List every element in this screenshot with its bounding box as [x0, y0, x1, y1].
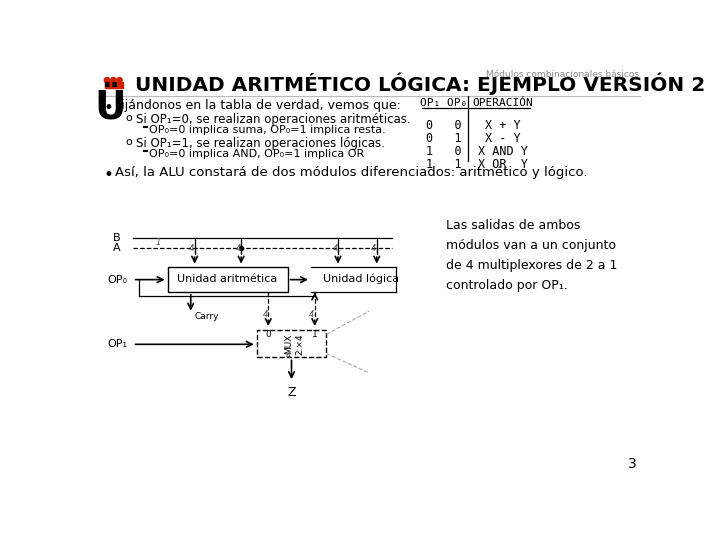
Text: 1   0: 1 0: [426, 145, 462, 158]
Text: 4: 4: [310, 310, 315, 319]
Text: Ü: Ü: [94, 90, 126, 127]
Text: •: •: [104, 166, 114, 184]
Text: 4: 4: [189, 245, 194, 253]
Bar: [104, 82, 123, 88]
Text: OP₀=0 implica suma, OP₀=1 implica resta.: OP₀=0 implica suma, OP₀=1 implica resta.: [149, 125, 386, 135]
Text: X + Y: X + Y: [485, 119, 521, 132]
Text: 3: 3: [629, 457, 637, 471]
Text: 4: 4: [286, 350, 292, 360]
Text: OP₀: OP₀: [107, 275, 127, 285]
Text: UNIDAD ARITMÉTICO LÓGICA: EJEMPLO VERSIÓN 2: UNIDAD ARITMÉTICO LÓGICA: EJEMPLO VERSIÓ…: [135, 72, 705, 95]
Text: o: o: [126, 137, 132, 147]
Text: 4: 4: [263, 310, 269, 319]
Text: OP₁: OP₁: [107, 339, 127, 349]
Text: X - Y: X - Y: [485, 132, 521, 145]
Text: 0: 0: [266, 330, 271, 339]
Text: Z: Z: [287, 386, 296, 399]
Text: OP₁ OP₀: OP₁ OP₀: [420, 98, 467, 108]
Circle shape: [104, 78, 109, 83]
Text: 0   1: 0 1: [426, 132, 462, 145]
Text: Unidad lógica: Unidad lógica: [323, 274, 400, 285]
Text: 0   0: 0 0: [426, 119, 462, 132]
Text: 4: 4: [372, 245, 377, 253]
Text: Módulos combinacionales básicos: Módulos combinacionales básicos: [486, 70, 639, 79]
Text: o: o: [126, 113, 132, 123]
Text: •: •: [104, 99, 114, 117]
Bar: [256, 330, 326, 357]
Text: OPERACIÓN: OPERACIÓN: [473, 98, 534, 108]
Circle shape: [111, 78, 116, 83]
Text: Si OP₁=0, se realizan operaciones aritméticas.: Si OP₁=0, se realizan operaciones aritmé…: [137, 113, 411, 126]
Text: 1   1: 1 1: [426, 158, 462, 171]
Text: X OR  Y: X OR Y: [478, 158, 528, 171]
Text: Así, la ALU constará de dos módulos diferenciados: aritmético y lógico.: Así, la ALU constará de dos módulos dife…: [114, 166, 588, 179]
Text: Unidad aritmética: Unidad aritmética: [177, 274, 277, 284]
Text: 4: 4: [333, 245, 338, 253]
Text: Carry: Carry: [194, 312, 219, 321]
Text: Fijándonos en la tabla de verdad, vemos que:: Fijándonos en la tabla de verdad, vemos …: [114, 99, 400, 112]
Text: MUX
2:×4: MUX 2:×4: [284, 333, 304, 355]
Bar: [168, 267, 287, 292]
Text: Si OP₁=1, se realizan operaciones lógicas.: Si OP₁=1, se realizan operaciones lógica…: [137, 137, 385, 150]
Text: X AND Y: X AND Y: [478, 145, 528, 158]
Text: A: A: [113, 243, 121, 253]
Text: 4: 4: [235, 245, 241, 253]
Text: B: B: [113, 233, 121, 243]
Text: 1: 1: [156, 238, 161, 247]
Circle shape: [117, 78, 122, 83]
Text: OP₀=0 implica AND, OP₀=1 implica OR: OP₀=0 implica AND, OP₀=1 implica OR: [149, 148, 364, 159]
Text: 1: 1: [312, 330, 318, 339]
Text: Las salidas de ambos
módulos van a un conjunto
de 4 multiplexores de 2 a 1
contr: Las salidas de ambos módulos van a un co…: [446, 219, 618, 292]
